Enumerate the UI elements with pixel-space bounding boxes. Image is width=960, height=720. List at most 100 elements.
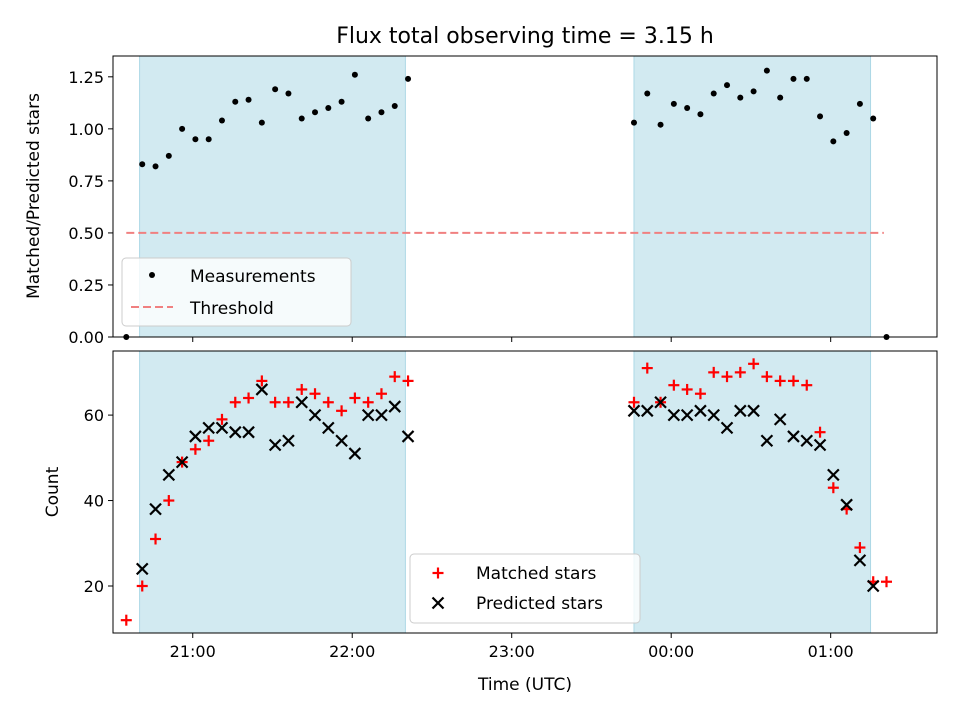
bottom-y-tick-label: 60 (84, 406, 104, 425)
measurement-point (750, 88, 757, 95)
matched-star-point (734, 366, 746, 378)
measurement-point (378, 109, 385, 116)
matched-star-point (362, 396, 374, 408)
legend-threshold-label: Threshold (189, 299, 274, 319)
measurement-point (139, 161, 146, 168)
predicted-star-point (388, 400, 402, 413)
matched-star-point (761, 371, 773, 383)
matched-star-point (708, 366, 720, 378)
matched-star-point (136, 580, 148, 592)
measurement-point (165, 152, 172, 159)
bottom-series-matched-stars (120, 358, 892, 626)
predicted-star-point (268, 438, 282, 452)
bottom-series-predicted-stars (135, 383, 880, 593)
legend-matched-label: Matched stars (476, 564, 596, 584)
measurement-point (312, 109, 319, 116)
matched-star-point (296, 383, 308, 395)
matched-star-point (787, 375, 799, 387)
x-tick-label: 22:00 (329, 642, 375, 661)
legend-measurements-marker (149, 272, 155, 278)
measurement-point (856, 100, 863, 107)
predicted-star-point (747, 404, 760, 418)
measurement-point (777, 94, 784, 101)
predicted-star-point (813, 438, 827, 452)
top-y-tick-label: 0.25 (68, 276, 104, 295)
matched-star-point (668, 379, 680, 391)
predicted-star-point (773, 413, 787, 426)
top-y-axis-label: Matched/Predicted stars (24, 93, 44, 299)
matched-star-point (801, 379, 813, 391)
predicted-star-point (255, 383, 269, 396)
bottom-y-axis-label: Count (43, 466, 63, 517)
measurement-point (737, 94, 744, 101)
matched-star-point (827, 482, 839, 494)
measurement-point (670, 100, 677, 107)
predicted-star-point (295, 395, 309, 409)
measurement-point (365, 115, 372, 122)
predicted-star-point (853, 554, 867, 567)
measurement-point (272, 86, 279, 93)
measurement-point (763, 67, 770, 74)
predicted-star-point (707, 408, 721, 422)
top-y-tick-label: 0.00 (68, 328, 104, 347)
predicted-star-point (840, 498, 853, 512)
predicted-star-point (149, 502, 162, 516)
matched-star-point (282, 396, 294, 408)
matched-star-point (163, 495, 175, 507)
measurement-point (245, 96, 252, 103)
predicted-star-point (640, 404, 654, 418)
predicted-star-point (335, 434, 348, 448)
bottom-observing-window-2 (633, 350, 872, 634)
matched-star-point (748, 358, 760, 370)
bottom-panel: 20 40 60 21:00 22:00 23:00 00:00 01:00 Matched s… (84, 350, 938, 661)
bottom-y-tick-label: 20 (84, 577, 104, 596)
predicted-star-point (760, 434, 774, 448)
matched-star-point (322, 396, 334, 408)
measurement-point (724, 82, 731, 89)
predicted-star-point (308, 408, 322, 422)
predicted-star-point (694, 404, 707, 418)
predicted-star-point (348, 447, 362, 460)
matched-star-point (349, 392, 361, 404)
predicted-star-point (322, 421, 335, 435)
matched-star-point (721, 371, 733, 383)
measurement-point (232, 98, 239, 105)
predicted-star-point (162, 468, 176, 482)
top-axes-frame (112, 55, 938, 338)
matched-star-point (269, 396, 281, 408)
predicted-star-point (189, 430, 202, 443)
top-y-tick-label: 0.50 (68, 224, 104, 243)
predicted-star-point (282, 434, 295, 448)
measurement-point (843, 130, 850, 137)
matched-star-point (375, 388, 387, 400)
matched-star-point (628, 396, 640, 408)
measurement-point (338, 98, 345, 105)
legend-predicted-label: Predicted stars (476, 594, 603, 614)
x-axis-label: Time (UTC) (477, 675, 572, 695)
predicted-star-point (242, 425, 255, 439)
matched-star-point (774, 375, 786, 387)
measurement-point (710, 90, 717, 97)
predicted-star-point (401, 430, 415, 443)
chart-title: Flux total observing time = 3.15 h (336, 24, 714, 49)
predicted-star-point (680, 408, 694, 422)
measurement-point (684, 105, 691, 112)
bottom-legend: Matched stars Predicted stars (409, 553, 641, 624)
predicted-star-point (202, 421, 215, 435)
measurement-point (152, 163, 159, 170)
measurement-point (205, 136, 212, 143)
measurement-point (285, 90, 292, 97)
measurement-point (657, 121, 664, 128)
measurement-point (192, 136, 199, 143)
predicted-star-point (228, 425, 242, 439)
predicted-star-point (627, 404, 641, 418)
predicted-star-point (215, 421, 229, 435)
predicted-star-point (734, 404, 747, 418)
matched-star-point (150, 533, 162, 545)
predicted-star-point (720, 421, 734, 435)
predicted-star-point (827, 468, 840, 482)
measurement-point (870, 115, 877, 122)
matched-star-point (203, 435, 215, 447)
matched-star-point (814, 426, 826, 438)
predicted-star-point (175, 455, 189, 469)
